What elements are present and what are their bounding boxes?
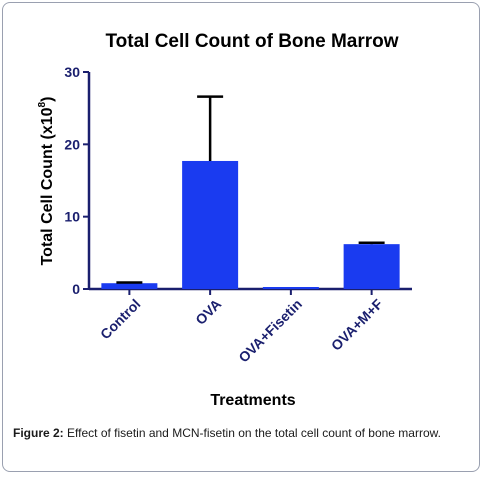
figure-frame (2, 2, 480, 472)
plot-area: 0 10 20 30 Control OVA OVA+Fisetin OVA+M+F (64, 64, 412, 366)
x-tick-label: Control (97, 296, 144, 343)
chart-title: Total Cell Count of Bone Marrow (105, 31, 398, 52)
y-axis-label-main: Total Cell Count (x10 (39, 107, 56, 265)
caption-label: Figure 2: (13, 426, 64, 440)
x-tick-label: OVA (192, 296, 224, 328)
y-tick-label: 20 (64, 136, 80, 152)
bar-ova-m-f (343, 244, 400, 289)
y-tick-label: 0 (72, 281, 80, 297)
bar-chart: Total Cell Count of Bone Marrow Total Ce… (37, 31, 412, 409)
bar-control (101, 283, 158, 289)
y-axis-label-end: ) (39, 97, 56, 102)
y-tick-label: 30 (64, 64, 80, 80)
bar-ova-fisetin (262, 287, 319, 289)
y-axis-label: Total Cell Count (x108) (37, 97, 56, 266)
caption-text: Effect of fisetin and MCN-fisetin on the… (67, 426, 441, 440)
figure-caption: Figure 2: Effect of fisetin and MCN-fise… (13, 423, 465, 444)
bar-ova (182, 160, 239, 289)
x-tick-label: OVA+M+F (328, 295, 386, 353)
y-axis-label-exponent: 8 (37, 101, 48, 107)
y-tick-label: 10 (64, 209, 80, 225)
x-axis-label: Treatments (210, 392, 295, 409)
x-tick-label: OVA+Fisetin (235, 296, 305, 366)
